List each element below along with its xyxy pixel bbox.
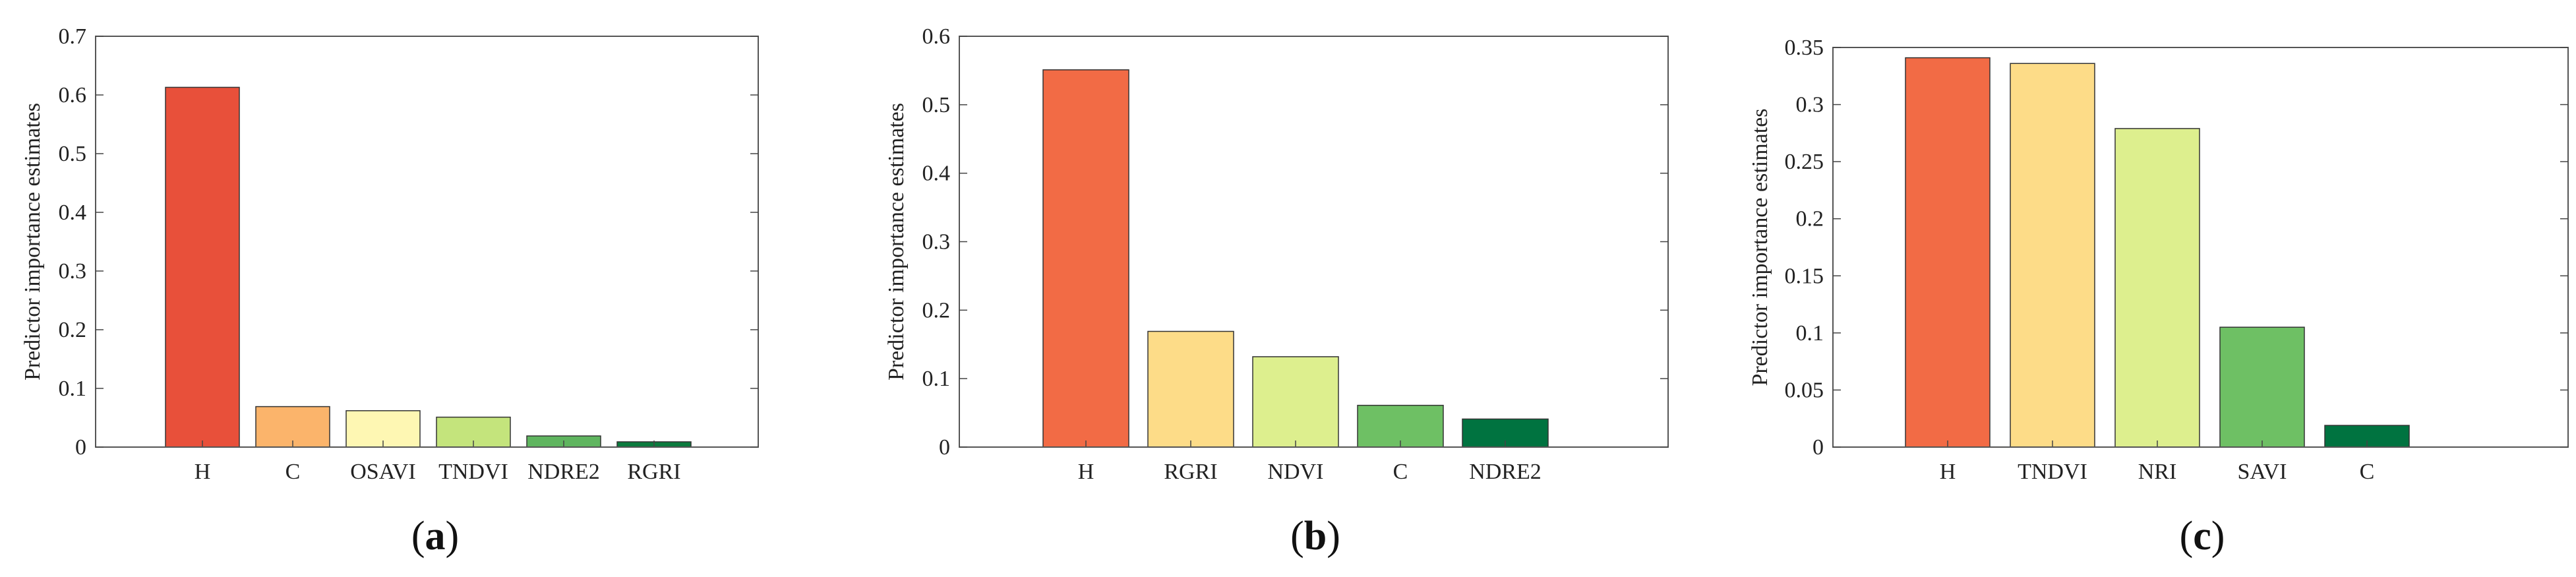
chart-c-svg: H TNDVI NRI SAVI C 0 0.05 0.1 0.15 0.2 0.25 0.3 0.35… — [1748, 36, 2569, 484]
bar-tndvi — [2010, 63, 2095, 448]
bar-c — [2324, 425, 2410, 448]
y-tick-label: 0.35 — [1785, 36, 1824, 60]
y-tick-label: 0.05 — [1785, 378, 1824, 402]
y-tick-label: 0 — [1812, 435, 1824, 460]
chart-a-svg: H C OSAVI TNDVI NDRE2 RGRI 0 0.1 0.2 0.3 0.4 0.5 0.6… — [20, 24, 759, 484]
bar-h — [165, 86, 240, 448]
chart-panel-a: H C OSAVI TNDVI NDRE2 RGRI 0 0.1 0.2 0.3 0.4 0.5 0.6… — [0, 0, 857, 577]
bar-h — [1042, 69, 1129, 448]
x-tick-label: TNDVI — [438, 460, 508, 484]
y-tick-label: 0.25 — [1785, 150, 1824, 174]
y-axis-label: Predictor importance estimates — [20, 103, 45, 380]
x-tick-label: C — [1393, 460, 1408, 484]
x-tick-label: C — [2360, 460, 2375, 484]
bar-rgri — [1147, 330, 1234, 448]
y-axis-label: Predictor importance estimates — [884, 103, 909, 380]
y-tick-label: 0.4 — [59, 200, 87, 225]
y-tick-label: 0.6 — [922, 24, 951, 49]
y-tick-label: 0 — [939, 435, 950, 460]
y-tick-label: 0.4 — [922, 162, 951, 186]
y-tick-label: 0.2 — [922, 298, 951, 322]
y-tick-label: 0.15 — [1785, 264, 1824, 288]
y-tick-label: 0.5 — [922, 93, 951, 117]
y-tick-label: 0.7 — [59, 24, 87, 49]
x-tick-label: OSAVI — [350, 460, 416, 484]
axes-box — [1832, 47, 2569, 448]
chart-panel-b: H RGRI NDVI C NDRE2 0 0.1 0.2 0.3 0.4 0.5 0.6 Predic… — [864, 0, 1721, 577]
x-tick-label: SAVI — [2238, 460, 2287, 484]
x-tick-label: RGRI — [1164, 460, 1217, 484]
bar-nri — [2114, 128, 2200, 448]
chart-b-svg: H RGRI NDVI C NDRE2 0 0.1 0.2 0.3 0.4 0.5 0.6 Predic… — [884, 24, 1669, 484]
panel-label-b: (b) — [1290, 514, 1340, 559]
bar-h — [1905, 57, 1991, 448]
panel-label-a: (a) — [411, 514, 460, 559]
x-tick-label: H — [195, 460, 211, 484]
y-tick-label: 0.1 — [922, 367, 951, 391]
y-tick-label: 0 — [75, 435, 86, 460]
y-tick-label: 0.6 — [59, 83, 87, 107]
y-tick-label: 0.5 — [59, 142, 87, 166]
x-tick-label: H — [1940, 460, 1956, 484]
y-axis-label: Predictor importance estimates — [1748, 108, 1772, 386]
x-tick-label: NDRE2 — [1469, 460, 1542, 484]
y-tick-label: 0.1 — [1796, 321, 1824, 346]
x-tick-label: NRI — [2138, 460, 2177, 484]
panel-label-c: (c) — [2179, 514, 2225, 559]
y-tick-label: 0.2 — [1796, 207, 1824, 231]
bar-ndvi — [1252, 356, 1339, 448]
x-tick-label: RGRI — [627, 460, 680, 484]
y-tick-label: 0.2 — [59, 318, 87, 342]
y-tick-label: 0.3 — [1796, 93, 1824, 117]
x-tick-label: C — [285, 460, 301, 484]
x-tick-label: NDRE2 — [527, 460, 600, 484]
x-tick-label: NDVI — [1268, 460, 1324, 484]
y-tick-label: 0.3 — [922, 230, 951, 255]
x-tick-label: TNDVI — [2018, 460, 2087, 484]
bar-c — [1357, 404, 1444, 448]
y-tick-label: 0.3 — [59, 259, 87, 284]
y-tick-label: 0.1 — [59, 377, 87, 401]
chart-panel-c: H TNDVI NRI SAVI C 0 0.05 0.1 0.15 0.2 0.25 0.3 0.35… — [1714, 0, 2571, 577]
x-tick-label: H — [1078, 460, 1094, 484]
axes-box — [95, 36, 759, 448]
bar-savi — [2219, 326, 2305, 448]
